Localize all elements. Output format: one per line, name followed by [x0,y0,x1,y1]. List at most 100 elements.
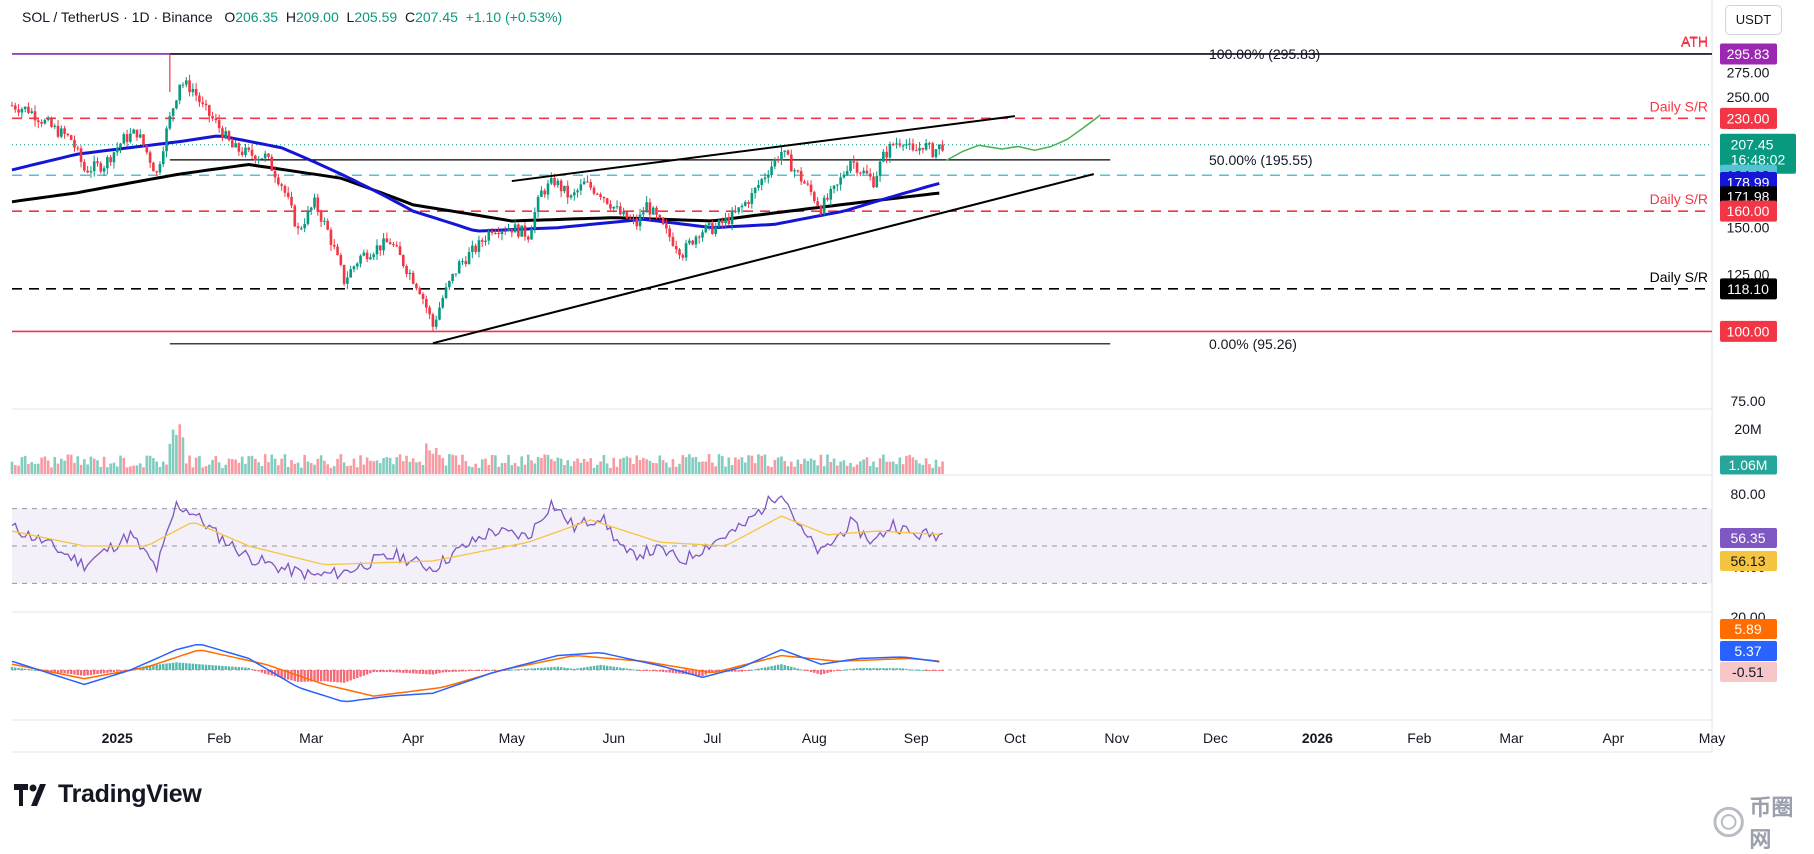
volume-bar [184,463,188,474]
volume-bar [451,454,454,474]
volume-bar [576,458,579,474]
candle-body [309,207,313,211]
macd-histogram-bar [612,666,615,670]
time-tick-label[interactable]: 2025 [102,730,133,746]
time-tick-label[interactable]: Feb [207,730,231,746]
tradingview-logo[interactable]: TradingView [14,780,202,809]
volume-bar [572,461,576,474]
time-tick-label[interactable]: Aug [802,730,827,746]
candle-body [928,143,931,145]
candle-body [918,147,921,151]
macd-hist-tag[interactable] [1720,662,1777,682]
time-tick-label[interactable]: Jun [602,730,625,746]
volume-bar [694,456,698,474]
time-tick-label[interactable]: Oct [1004,730,1026,746]
level-230-tag[interactable] [1720,107,1777,129]
candle-body [730,211,734,224]
macd-signal-tag[interactable] [1720,619,1777,639]
volume-bar [280,458,283,474]
macd-histogram-bar [668,670,671,673]
time-tick-label[interactable]: Apr [402,730,424,746]
macd-histogram-bar [855,668,859,670]
symbol-title[interactable]: SOL / TetherUS · 1D · Binance [22,9,213,25]
volume-bar [799,463,803,474]
candle-body [115,147,119,153]
channel-lower-line[interactable] [432,173,1095,345]
macd-histogram-bar [53,670,56,673]
time-tick-label[interactable]: Feb [1407,730,1431,746]
rsi-value-tag[interactable] [1720,528,1777,548]
candle-body [490,230,494,233]
macd-histogram-bar [862,668,865,670]
candle-body [477,240,481,252]
macd-histogram-bar [773,665,777,670]
macd-histogram-bar [661,670,665,672]
macd-histogram-bar [934,670,938,671]
candle-body [191,88,195,93]
time-tick-label[interactable]: Mar [299,730,323,746]
candle-body [471,245,474,253]
time-tick-label[interactable]: Jul [703,730,721,746]
macd-histogram-bar [619,667,622,670]
time-tick-label[interactable]: Dec [1203,730,1228,746]
candle-body [474,245,477,252]
macd-histogram-bar [438,670,441,674]
macd-histogram-bar [451,670,454,672]
candle-body [405,266,408,274]
symbol-header[interactable]: SOL / TetherUS · 1D · Binance O206.35 H2… [22,9,562,25]
macd-histogram-bar [688,670,691,675]
volume-bar [704,461,708,474]
candle-body [224,131,228,139]
macd-histogram-bar [352,670,356,680]
candle-body [227,131,231,141]
macd-histogram-bar [599,664,602,670]
candle-body [612,206,616,209]
volume-bar [224,464,228,474]
rsi-ma-value-tag[interactable] [1720,551,1777,571]
volume-bar [905,455,908,474]
currency-button[interactable]: USDT [1725,5,1782,35]
time-tick-label[interactable]: 2026 [1302,730,1333,746]
macd-pane [10,643,1712,703]
macd-value-tag[interactable] [1720,641,1777,661]
time-tick-label[interactable]: Apr [1602,730,1624,746]
volume-bar [461,454,464,474]
time-tick-label[interactable]: Mar [1499,730,1523,746]
candle-body [868,173,872,177]
channel-upper-line[interactable] [511,115,1016,183]
macd-histogram-bar [89,670,93,675]
macd-hist-tag-text: -0.51 [1732,664,1764,680]
volume-last-tag[interactable] [1720,455,1777,475]
candle-body [842,174,846,178]
time-tick-label[interactable]: Sep [904,730,929,746]
volume-bar [300,467,303,474]
candle-body [707,223,711,226]
volume-bar [503,462,507,474]
macd-histogram-bar [369,670,372,674]
time-tick-label[interactable]: Nov [1104,730,1129,746]
macd-histogram-bar [234,666,237,670]
candle-body [73,139,76,148]
macd-histogram-bar [283,670,287,679]
channel-trendlines[interactable] [432,115,1095,345]
candle-body [323,220,326,222]
candle-body [678,249,681,256]
forecast-path-line[interactable] [945,114,1101,162]
volume-bar [711,462,714,474]
forecast-path[interactable] [945,114,1101,162]
volume-bar [355,467,359,474]
last-price-tag[interactable] [1720,133,1796,174]
candle-body [523,225,527,237]
macd-histogram-bar [221,665,224,670]
level-160-tag[interactable] [1720,200,1777,222]
time-tick-label[interactable]: May [499,730,525,746]
level-100-tag[interactable] [1720,320,1777,342]
candle-body [859,172,862,174]
level-118-tag[interactable] [1720,278,1777,300]
price-axis[interactable]: 100.00125.00150.00175.00200.00225.00250.… [1681,33,1796,682]
time-tick-label[interactable]: May [1699,730,1725,746]
time-axis[interactable]: 2025 Feb Mar Apr May Jun Jul Aug Sep Oct Nov Dec 202… [102,730,1726,746]
volume-bar [428,450,431,474]
candle-body [122,134,126,144]
ath-price-tag[interactable] [1720,43,1777,65]
